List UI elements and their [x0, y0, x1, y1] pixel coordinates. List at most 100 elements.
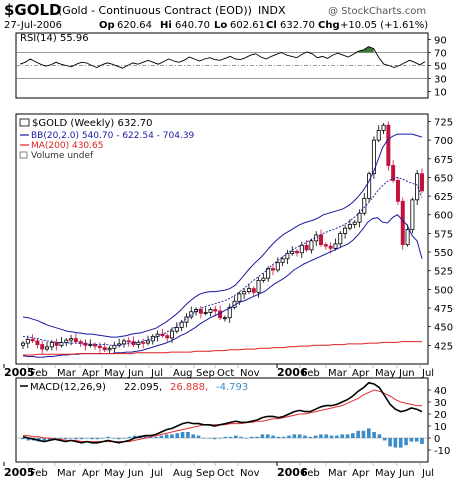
macd-histogram-bar [127, 436, 132, 438]
chart-symbol: $GOLD [4, 1, 62, 19]
rsi-tick-label: 90 [434, 36, 447, 47]
hi-label: Hi [160, 20, 172, 31]
x-axis-month-label: Oct [217, 468, 234, 479]
macd-histogram-bar [180, 432, 185, 438]
candle-body [295, 250, 300, 254]
candle-body [323, 244, 328, 247]
macd-histogram-bar [212, 438, 217, 440]
candle-body [237, 293, 242, 302]
macd-histogram-bar [101, 438, 105, 439]
macd-histogram-bar [148, 436, 153, 438]
candle-body [73, 338, 78, 343]
macd-histogram-bar [47, 438, 52, 441]
candle-body [49, 341, 54, 348]
candle-body [170, 330, 175, 339]
x-axis-month-label: Apr [352, 368, 370, 379]
candle-body [126, 340, 131, 343]
candle-body [328, 245, 333, 249]
macd-histogram-bar [265, 434, 270, 438]
macd-histogram-bar [297, 434, 302, 438]
candle-body [242, 291, 247, 295]
candle-body [93, 344, 98, 347]
macd-histogram-bar [388, 438, 392, 447]
candle-body [352, 221, 357, 225]
candle-body [362, 197, 367, 214]
candle-body [256, 280, 261, 293]
x-axis-month-label: Jun [398, 468, 415, 479]
rsi-legend: RSI(14) 55.96 [20, 33, 89, 44]
price-tick-label: 725 [434, 117, 453, 128]
macd-histogram-bar [398, 438, 403, 448]
macd-histogram-bar [404, 438, 408, 446]
candle-body [415, 173, 420, 201]
candle-body [299, 244, 304, 254]
candle-body [309, 240, 314, 251]
candle-body [30, 338, 35, 342]
macd-histogram-bar [26, 438, 31, 441]
candle-body [198, 309, 203, 314]
candle-body [40, 344, 45, 350]
chg-value: +10.05 (+1.61%) [340, 20, 428, 31]
macd-histogram-bar [420, 438, 424, 444]
candle-body [112, 344, 117, 349]
macd-histogram-bar [287, 435, 291, 438]
macd-histogram-bar [367, 428, 371, 438]
macd-histogram-bar [249, 436, 254, 438]
macd-histogram-bar [186, 432, 190, 438]
candle-body [275, 262, 280, 271]
ma-legend: MA(200) 430.65 [31, 141, 103, 151]
candle-body [319, 234, 324, 245]
x-axis-month-label: Sep [196, 468, 215, 479]
lo-value: 602.61 [230, 20, 265, 31]
chg-label: Chg [318, 20, 340, 31]
candle-body [227, 306, 232, 319]
macd-histogram-bar [345, 434, 350, 438]
price-panel [15, 113, 429, 365]
macd-line [22, 381, 423, 444]
candle-body [45, 346, 50, 350]
volume-legend: Volume undef [31, 151, 94, 161]
price-tick-label: 475 [434, 304, 453, 315]
macd-histogram-bar [239, 436, 243, 438]
macd-histogram-bar [159, 435, 164, 438]
macd-histogram-bar [335, 435, 339, 438]
x-axis-month-label: Jul [421, 368, 434, 379]
macd-histogram-bar [303, 435, 307, 438]
x-axis-month-label: Jul [150, 468, 163, 479]
macd-histogram-bar [74, 438, 78, 440]
bb-legend: BB(20,2.0) 540.70 - 622.54 - 704.39 [31, 131, 195, 141]
x-axis-month-label: Feb [302, 368, 320, 379]
macd-histogram-bar [202, 438, 206, 439]
candle-body [347, 224, 352, 229]
rsi-tick-label: 50 [434, 62, 447, 73]
x-axis-month-label: Jun [127, 468, 144, 479]
candle-body [107, 347, 112, 351]
candle-body [251, 288, 256, 293]
candle-body [410, 199, 415, 231]
x-axis-month-label: Mar [57, 368, 77, 379]
price-tick-label: 425 [434, 341, 453, 352]
rsi-overbought-fill [358, 46, 374, 53]
cl-label: Cl [266, 20, 277, 31]
candle-body [405, 229, 410, 245]
candle-body [145, 340, 150, 344]
macd-histogram-bar [132, 435, 137, 438]
macd-histogram-bar [42, 438, 47, 442]
x-axis-month-label: Feb [30, 368, 48, 379]
macd-histogram-bar [106, 436, 110, 438]
candle-body [69, 338, 74, 341]
price-tick-label: 575 [434, 229, 453, 240]
bb-upper-line [22, 133, 423, 338]
candle-body [78, 341, 83, 344]
macd-histogram-bar [276, 436, 281, 438]
candle-body [222, 317, 227, 320]
macd-histogram-bar [377, 434, 382, 438]
x-axis-month-label: Nov [240, 368, 260, 379]
hi-value: 640.70 [175, 20, 210, 31]
x-axis-month-label: 2005 [4, 366, 35, 379]
macd-histogram-bar [393, 438, 398, 448]
x-axis-month-label: Apr [82, 368, 100, 379]
x-axis-month-label: Aug [173, 368, 193, 379]
candle-body [246, 288, 251, 293]
